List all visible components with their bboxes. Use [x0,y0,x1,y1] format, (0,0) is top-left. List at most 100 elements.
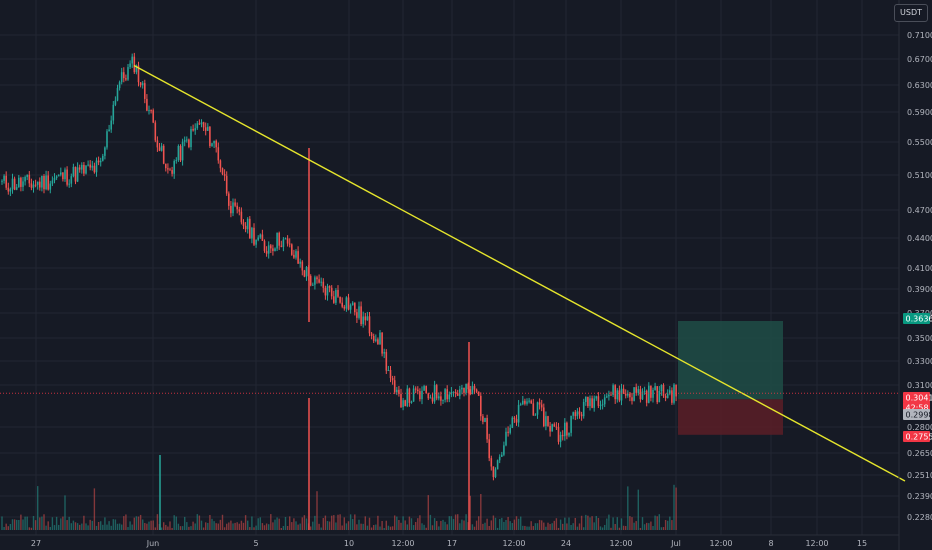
volume-bar [543,522,545,530]
candle-body [280,245,283,247]
candle-body [465,383,467,393]
candle-body [97,160,100,163]
candle-body [295,251,297,258]
candle-body [228,193,230,206]
candle-body [406,388,409,407]
volume-bar [154,527,156,530]
candle-body [7,187,10,192]
candle-body [299,261,301,264]
candle-body [316,277,318,280]
volume-bar [635,521,637,530]
volume-bar [398,520,400,530]
candle-body [257,237,259,240]
currency-badge[interactable]: USDT [894,4,928,22]
candle-body [587,396,589,407]
volume-bar [320,527,322,530]
volume-bar [599,526,602,530]
volume-bar [129,521,131,530]
volume-bar [442,519,444,530]
candle-body [656,386,658,403]
candle-body [301,261,304,271]
candle-body [253,227,255,245]
volume-bar [24,516,26,530]
volume-bar [291,522,293,530]
candle-body [675,384,677,397]
volume-bar [280,527,282,530]
volume-bar [370,527,373,530]
candle-body [448,394,451,400]
candle-body [9,189,12,192]
candle-body [414,388,417,390]
candle-body [486,417,488,440]
candle-body [324,287,327,296]
candle-body [196,123,199,129]
candle-body [444,389,446,400]
candle-body [70,176,73,184]
candle-body [345,297,348,309]
time-tick-label: Jul [670,539,681,548]
candle-body [51,180,54,184]
volume-bar [650,521,652,530]
trendline [133,64,906,482]
candle-body [622,388,625,394]
volume-bar [667,520,669,530]
candle-body [284,238,287,240]
volume-bar [484,522,486,530]
candle-body [328,286,331,288]
volume-bar [469,495,471,530]
volume-bar [114,519,117,530]
volume-bar [198,515,201,530]
volume-bar [473,526,476,530]
volume-bar [205,522,207,530]
volume-bar [226,523,228,530]
candle-body [433,385,436,402]
candle-body [34,184,37,186]
time-tick-label: 12:00 [709,539,732,548]
volume-bar [675,487,677,530]
candle-body [347,297,350,310]
candle-body [173,160,175,174]
volume-bar [263,525,266,530]
volume-bar [70,523,72,530]
candle-body [87,164,89,166]
candle-body [608,394,610,397]
volume-bar [375,524,377,530]
volume-bar [538,519,541,530]
volume-bar [425,527,427,530]
volume-bar [173,515,175,530]
volume-bar [496,527,499,530]
candle-body [207,126,209,131]
candle-body [249,218,251,239]
time-axis[interactable]: 27 Jun 5 10 12:00 17 12:00 24 12:00 Jul 12:00 8 12:0… [31,539,867,548]
candle-body [312,284,314,286]
volume-bar [335,522,337,530]
volume-bar [625,526,627,530]
volume-bar [394,515,396,530]
volume-bar [139,514,142,530]
candle-body [582,401,585,417]
volume-bar [131,524,133,530]
candle-body [192,129,194,131]
volume-bar [385,520,387,530]
volume-bar [93,488,96,530]
candle-body [635,387,637,393]
candle-body [322,281,325,288]
candle-body [595,396,598,399]
candle-body [62,172,64,180]
candle-body [202,122,205,128]
candle-body [240,211,243,223]
candle-body [410,401,413,403]
price-marker-entry [903,409,930,420]
candle-body [358,306,360,318]
volume-bar [91,520,93,530]
volume-bar [242,522,245,530]
candle-body [330,287,333,297]
grid-lines [0,0,899,535]
candle-body [645,390,648,403]
volume-bar [658,514,660,530]
